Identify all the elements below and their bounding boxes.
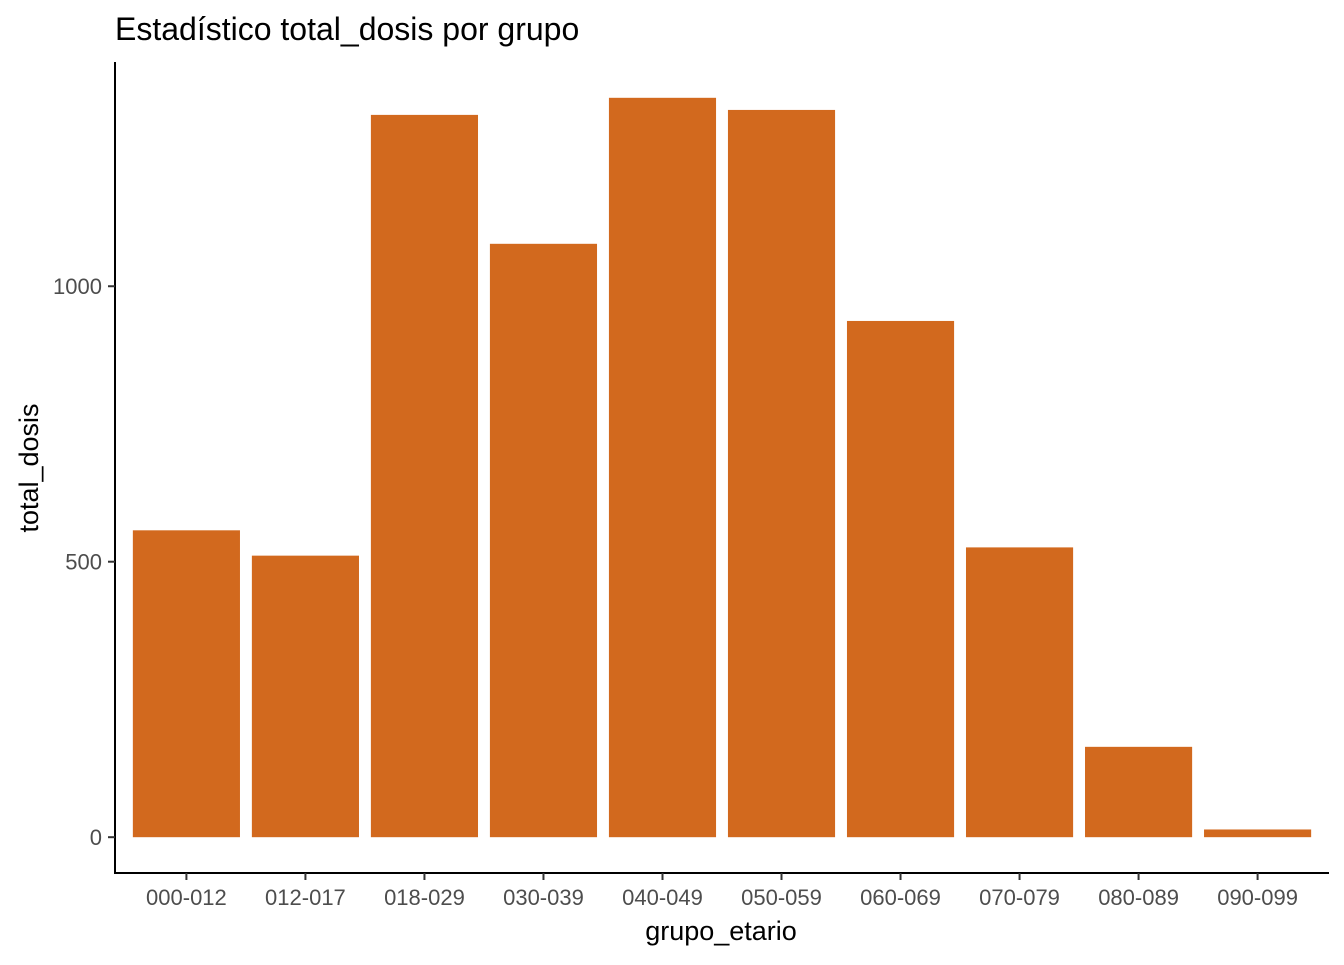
bar-050-059 <box>727 109 836 838</box>
bar-090-099 <box>1204 829 1312 838</box>
x-tick-label: 060-069 <box>860 885 941 910</box>
y-tick-label: 500 <box>65 550 102 575</box>
x-tick-label: 000-012 <box>146 885 227 910</box>
y-axis-title: total_dosis <box>14 403 44 532</box>
bar-030-039 <box>489 243 598 838</box>
bar-000-012 <box>132 530 240 838</box>
x-tick-label: 090-099 <box>1217 885 1298 910</box>
bar-060-069 <box>846 320 955 838</box>
x-tick-label: 050-059 <box>741 885 822 910</box>
x-tick-label: 018-029 <box>384 885 465 910</box>
x-tick-label: 080-089 <box>1098 885 1179 910</box>
bar-080-089 <box>1085 746 1193 838</box>
x-tick-label: 030-039 <box>503 885 584 910</box>
bar-070-079 <box>965 547 1074 838</box>
bars-layer <box>132 97 1312 838</box>
y-axis-ticks: 0 500 1000 <box>53 274 115 850</box>
y-tick-label: 0 <box>90 825 102 850</box>
chart-title: Estadístico total_dosis por grupo <box>115 11 579 47</box>
y-tick-label: 1000 <box>53 274 102 299</box>
x-tick-label: 012-017 <box>265 885 346 910</box>
x-axis-ticks: 000-012 012-017 018-029 030-039 040-049 050-0… <box>146 873 1298 910</box>
bar-018-029 <box>370 114 479 838</box>
x-tick-label: 040-049 <box>622 885 703 910</box>
bar-040-049 <box>608 97 717 838</box>
x-tick-label: 070-079 <box>979 885 1060 910</box>
x-axis-title: grupo_etario <box>645 916 797 946</box>
bar-012-017 <box>251 555 359 838</box>
